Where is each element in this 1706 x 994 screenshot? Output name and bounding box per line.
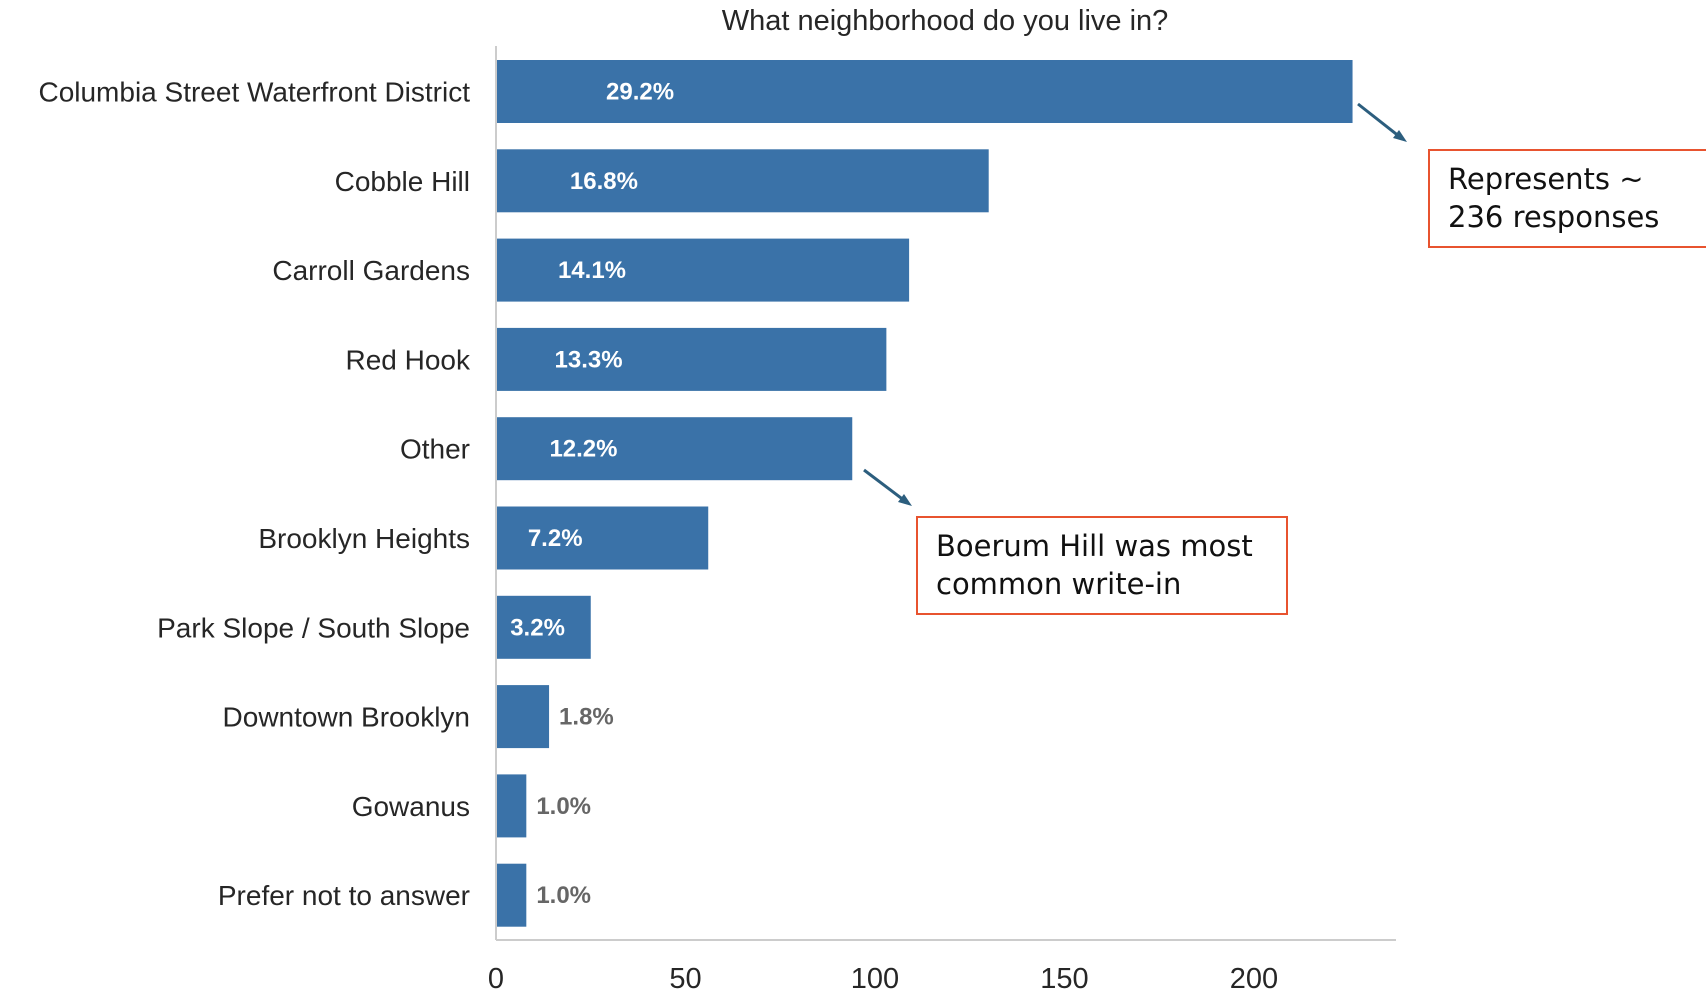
category-label: Prefer not to answer — [218, 880, 470, 911]
data-label: 7.2% — [528, 525, 583, 552]
annotation-arrowhead-1 — [1393, 130, 1407, 142]
category-label: Carroll Gardens — [272, 255, 470, 286]
x-tick-label: 200 — [1230, 963, 1278, 994]
x-tick-label: 100 — [851, 963, 899, 994]
bar — [496, 238, 910, 302]
bar — [496, 149, 989, 213]
annotation-text: Represents ~ — [1448, 162, 1644, 196]
annotation-text: 236 responses — [1448, 200, 1660, 234]
annotation-arrow-1 — [1357, 102, 1401, 139]
bar — [496, 506, 709, 570]
data-label: 13.3% — [555, 346, 623, 373]
annotation-arrow-2 — [863, 468, 906, 503]
data-label: 3.2% — [510, 614, 565, 641]
category-label: Park Slope / South Slope — [157, 612, 470, 643]
bar — [496, 774, 527, 838]
annotation-arrowhead-2 — [898, 494, 912, 506]
annotation-box-responses: Represents ~ 236 responses — [1428, 149, 1706, 248]
annotation-text: common write-in — [936, 567, 1182, 601]
bar — [496, 327, 887, 391]
data-label: 1.8% — [559, 704, 614, 731]
category-label: Downtown Brooklyn — [223, 702, 470, 733]
data-label: 14.1% — [558, 257, 626, 284]
data-label: 1.0% — [536, 793, 591, 820]
category-label: Other — [400, 434, 470, 465]
x-tick-label: 150 — [1040, 963, 1088, 994]
category-label: Gowanus — [352, 791, 470, 822]
annotation-box-write-in: Boerum Hill was most common write-in — [916, 516, 1288, 615]
x-tick-label: 0 — [488, 963, 504, 994]
data-label: 29.2% — [606, 79, 674, 106]
bar — [496, 595, 591, 659]
chart-title: What neighborhood do you live in? — [722, 5, 1169, 37]
bar — [496, 863, 527, 927]
bar — [496, 60, 1353, 123]
x-tick-label: 50 — [669, 963, 701, 994]
bar — [496, 417, 853, 481]
category-label: Columbia Street Waterfront District — [38, 77, 470, 108]
data-label: 1.0% — [536, 882, 591, 909]
bar — [496, 685, 550, 749]
annotation-text: Boerum Hill was most — [936, 529, 1253, 563]
data-label: 16.8% — [570, 168, 638, 195]
data-label: 12.2% — [549, 436, 617, 463]
category-label: Cobble Hill — [335, 166, 470, 197]
category-label: Red Hook — [345, 344, 471, 375]
category-label: Brooklyn Heights — [258, 523, 470, 554]
